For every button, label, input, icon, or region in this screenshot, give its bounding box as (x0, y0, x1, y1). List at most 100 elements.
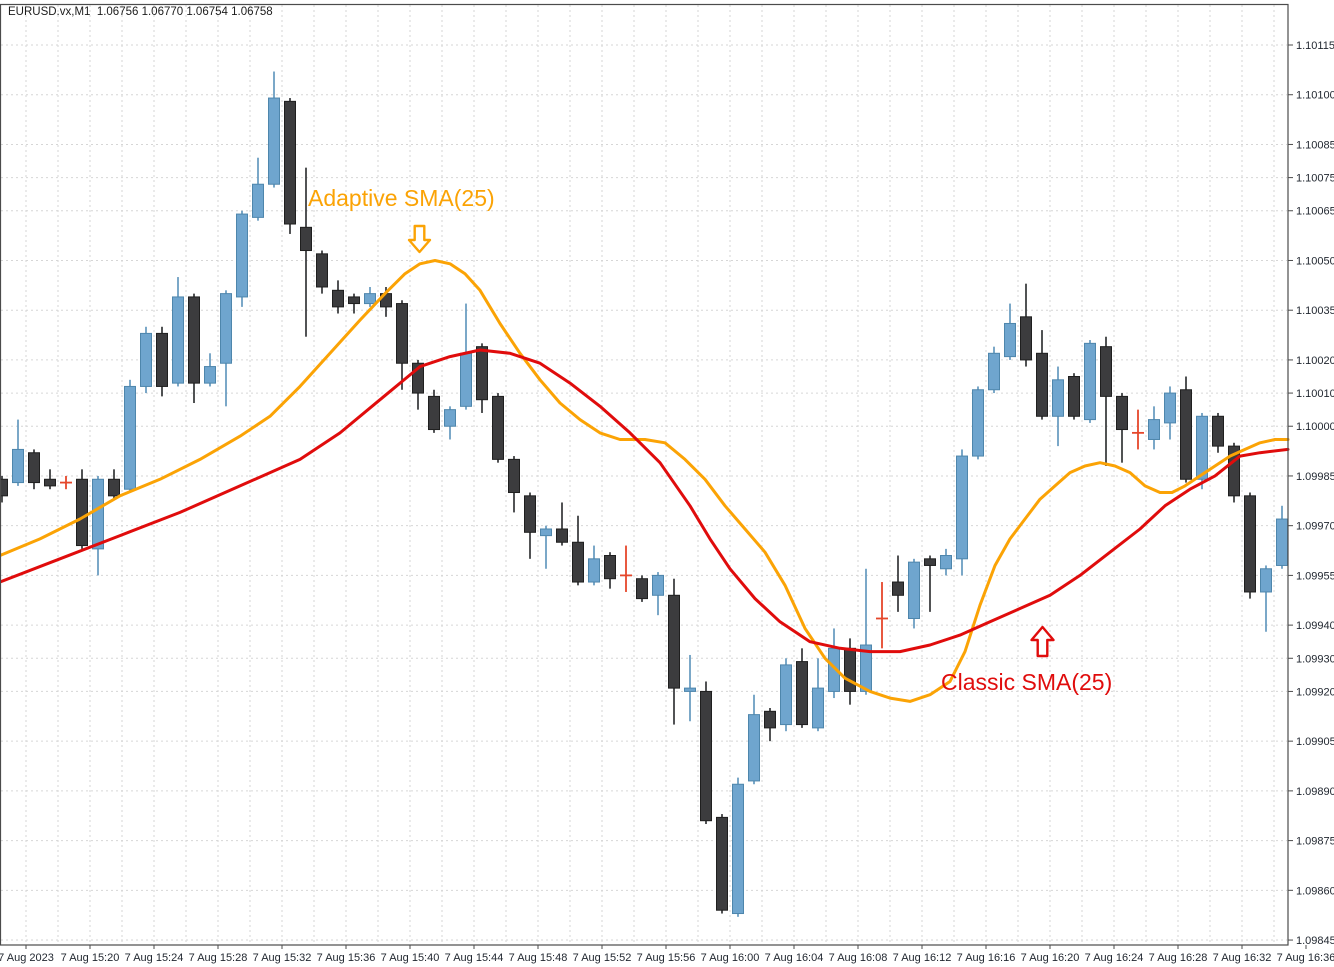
bull-candle (684, 654, 696, 722)
adaptive-sma-label: Adaptive SMA(25) (308, 185, 495, 211)
price-label: 1.10035 (1296, 305, 1334, 317)
time-label: 7 Aug 15:24 (125, 952, 184, 964)
price-label: 1.10020 (1296, 355, 1334, 367)
time-label: 7 Aug 16:16 (957, 952, 1016, 964)
price-label: 1.10000 (1296, 421, 1334, 433)
price-label: 1.10085 (1296, 139, 1334, 151)
time-label: 7 Aug 15:44 (445, 952, 504, 964)
bear-candle (1180, 376, 1192, 483)
time-label: 7 Aug 16:04 (765, 952, 824, 964)
price-axis[interactable]: 1.10115 1.10100 1.10085 1.10075 1.10065 1.100… (1288, 40, 1334, 947)
bull-candle (268, 71, 280, 188)
bull-candle (1148, 406, 1160, 450)
bull-candle (1164, 386, 1176, 440)
bear-candle (1068, 373, 1080, 420)
price-label: 1.09845 (1296, 935, 1334, 947)
bear-candle (0, 475, 8, 503)
bull-candle (1260, 565, 1272, 632)
bear-candle (556, 502, 568, 546)
bear-candle (156, 326, 168, 397)
time-axis[interactable]: 7 Aug 2023 7 Aug 15:20 7 Aug 15:24 7 Aug 15… (0, 945, 1334, 964)
bear-candle (476, 343, 488, 413)
bull-candle (860, 568, 872, 695)
price-label: 1.10075 (1296, 173, 1334, 185)
bull-candle (236, 210, 248, 307)
classic-sma-line (0, 348, 1290, 654)
bear-candle (396, 300, 408, 390)
time-label: 7 Aug 16:20 (1021, 952, 1080, 964)
bull-candle (732, 777, 744, 917)
bear-candle (348, 293, 360, 314)
bull-candle (1052, 366, 1064, 447)
bear-candle (764, 707, 776, 742)
bull-candle (12, 419, 24, 486)
bear-candle (1100, 336, 1112, 467)
bear-candle (76, 469, 88, 549)
bull-candle (988, 346, 1000, 394)
bull-candle (588, 545, 600, 586)
bull-candle (956, 449, 968, 576)
bear-candle (1244, 492, 1256, 599)
bear-candle (1228, 442, 1240, 503)
bear-candle (188, 293, 200, 404)
down-arrow-icon (407, 224, 432, 254)
price-label: 1.09905 (1296, 736, 1334, 748)
sma-lines (0, 259, 1290, 703)
up-arrow-icon (1030, 625, 1055, 658)
bull-candle (204, 353, 216, 387)
time-label: 7 Aug 15:32 (253, 952, 312, 964)
bear-candle (796, 648, 808, 728)
price-label: 1.10065 (1296, 206, 1334, 218)
time-label: 7 Aug 15:28 (189, 952, 248, 964)
bear-candle (284, 98, 296, 234)
price-label: 1.09930 (1296, 653, 1334, 665)
bull-candle (652, 572, 664, 616)
price-label: 1.09860 (1296, 885, 1334, 897)
grid (1, 5, 1287, 944)
bull-candle (1004, 303, 1016, 360)
bear-candle (1116, 393, 1128, 463)
time-label: 7 Aug 15:36 (317, 952, 376, 964)
bear-candle (428, 389, 440, 433)
bear-candle (44, 469, 56, 490)
bear-candle (1212, 412, 1224, 453)
bear-candle (316, 250, 328, 294)
bull-candle (748, 694, 760, 785)
time-label: 7 Aug 15:52 (573, 952, 632, 964)
bear-candle (300, 167, 312, 337)
time-label: 7 Aug 16:00 (701, 952, 760, 964)
time-label: 7 Aug 2023 (0, 952, 54, 964)
time-label: 7 Aug 16:24 (1085, 952, 1144, 964)
bear-candle (572, 515, 584, 586)
bull-candle (172, 277, 184, 387)
price-label: 1.10115 (1296, 40, 1334, 52)
price-label: 1.09970 (1296, 521, 1334, 533)
bear-candle (1036, 330, 1048, 420)
price-label: 1.09955 (1296, 570, 1334, 582)
classic-sma-label: Classic SMA(25) (941, 669, 1112, 695)
bull-candle (972, 386, 984, 460)
bear-candle (668, 578, 680, 725)
time-label: 7 Aug 16:32 (1213, 952, 1272, 964)
bear-candle (332, 280, 344, 314)
price-label: 1.10100 (1296, 90, 1334, 102)
price-label: 1.10010 (1296, 388, 1334, 400)
bear-candle (604, 552, 616, 589)
bull-candle (252, 157, 264, 221)
symbol-quote-line: EURUSD.vx,M1 1.06756 1.06770 1.06754 1.0… (8, 6, 273, 18)
bull-candle (812, 658, 824, 732)
bull-candle (140, 326, 152, 394)
bear-candle (492, 393, 504, 463)
bear-candle (716, 814, 728, 914)
candles (0, 71, 1288, 917)
bear-candle (636, 575, 648, 602)
bull-candle (92, 475, 104, 576)
bear-candle (700, 681, 712, 825)
bull-candle (220, 290, 232, 407)
doji-candle (1132, 409, 1144, 450)
price-label: 1.09890 (1296, 786, 1334, 798)
time-label: 7 Aug 15:20 (61, 952, 120, 964)
